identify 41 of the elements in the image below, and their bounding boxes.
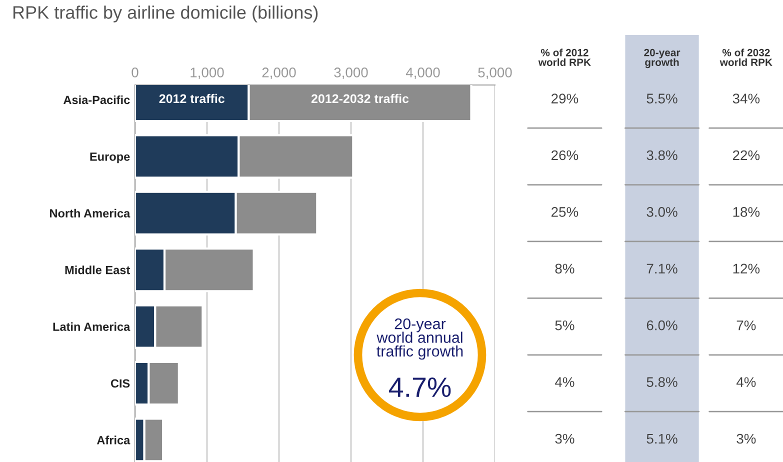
text: 4% <box>736 377 756 387</box>
y-tick-label: Latin America <box>53 322 130 331</box>
text: 3% <box>555 434 574 444</box>
text: 6.0% <box>646 320 678 330</box>
text: 29% <box>552 94 578 104</box>
y-tick-label: Europe <box>90 152 130 164</box>
y-tick-label: North America <box>50 208 130 218</box>
category-label: % of 2012 world RPK <box>538 48 591 66</box>
text: 3% <box>736 434 756 444</box>
x-tick-label: 4,000 <box>406 68 440 80</box>
chart-title: RPK traffic by airline domicile (billions) <box>13 6 318 22</box>
annotation: 20-year world annual traffic growth 4.7% <box>376 318 463 397</box>
x-tick-label: 2,000 <box>262 68 296 80</box>
category-label: % of 2032 world RPK <box>720 48 772 66</box>
text: 8% <box>555 264 574 274</box>
y-tick-label: CIS <box>110 379 130 388</box>
text: 4% <box>554 377 574 387</box>
text: 26% <box>552 150 578 160</box>
text: 22% <box>732 150 760 160</box>
y-tick-label: Africa <box>96 436 130 444</box>
text: 5.5% <box>646 94 678 104</box>
x-tick-label: 0 <box>132 68 138 78</box>
text: 7% <box>736 320 756 330</box>
text: 5.1% <box>646 434 678 444</box>
text: 3.8% <box>646 150 678 160</box>
x-tick-label: 5,000 <box>478 68 512 80</box>
series-label: 2012-2032 traffic <box>311 94 409 104</box>
x-tick-label: 1,000 <box>190 68 224 80</box>
text: 34% <box>732 94 760 104</box>
text: 25% <box>552 207 578 217</box>
text: 3.0% <box>646 207 678 217</box>
text: 5.8% <box>646 377 678 387</box>
text: 5% <box>555 320 574 330</box>
text: 12% <box>733 264 760 274</box>
series-label: 2012 traffic <box>159 94 225 104</box>
text: 7.1% <box>646 264 678 274</box>
y-tick-label: Asia-Pacific <box>64 95 130 104</box>
x-tick-label: 3,000 <box>334 68 368 80</box>
y-tick-label: Middle East <box>65 266 130 274</box>
category-label: 20-year growth <box>644 48 680 68</box>
text: 18% <box>733 207 760 217</box>
